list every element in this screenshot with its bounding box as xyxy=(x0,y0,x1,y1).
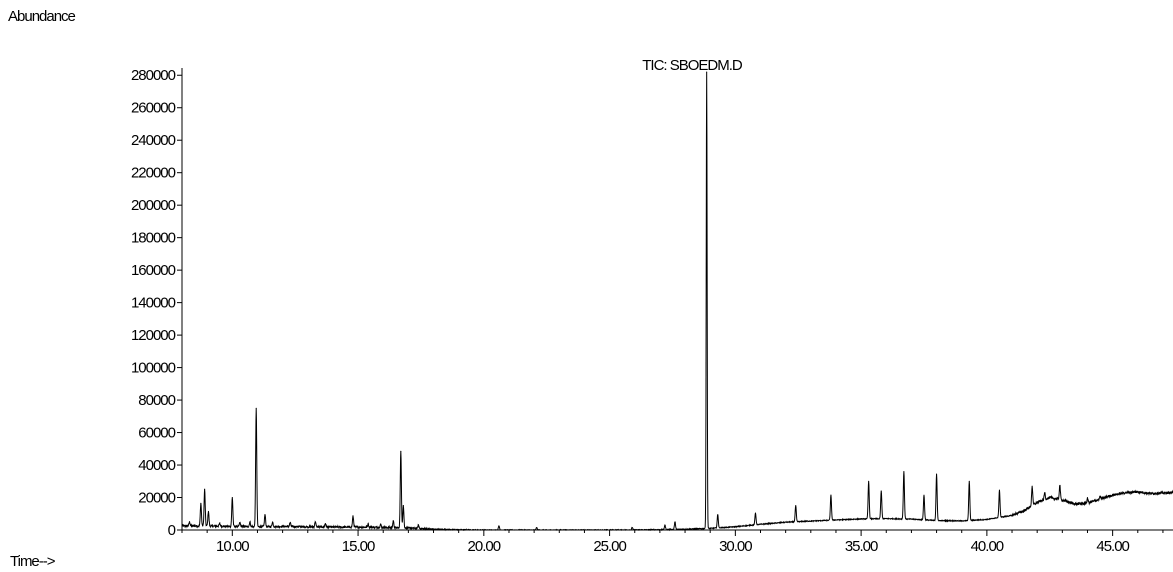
plot-area xyxy=(181,71,1173,532)
peak-point xyxy=(903,471,905,473)
y-axis-label: Abundance xyxy=(8,8,76,25)
peak-point xyxy=(830,494,832,496)
x-axis-label: Time--> xyxy=(10,553,56,570)
y-tick-label: 0 xyxy=(168,522,176,539)
peak-point xyxy=(417,524,419,526)
peak-point xyxy=(536,527,538,529)
peak-point xyxy=(380,523,382,525)
peak-point xyxy=(314,521,316,523)
y-tick-label: 180000 xyxy=(131,230,176,247)
peak-point xyxy=(402,505,404,507)
peak-point xyxy=(1099,496,1101,498)
y-tick-label: 240000 xyxy=(131,132,176,149)
peak-point xyxy=(264,514,266,516)
y-tick-label: 20000 xyxy=(138,490,175,507)
chart-title: TIC: SBOEDM.D xyxy=(642,57,743,74)
y-tick-label: 280000 xyxy=(131,67,176,84)
peak-point xyxy=(239,522,241,524)
peak-point xyxy=(717,514,719,516)
peak-point xyxy=(249,521,251,523)
y-tick-label: 80000 xyxy=(138,392,175,409)
x-tick-label: 10.00 xyxy=(216,538,249,555)
peak-point xyxy=(795,505,797,507)
peak-point xyxy=(880,490,882,492)
peak-point xyxy=(207,510,209,512)
x-tick-label: 20.00 xyxy=(468,538,501,555)
y-tick-label: 40000 xyxy=(138,457,175,474)
peak-point xyxy=(754,512,756,514)
peak-point xyxy=(289,522,291,524)
x-tick-label: 15.00 xyxy=(342,538,375,555)
x-tick-label: 40.00 xyxy=(971,538,1004,555)
peak-point xyxy=(498,525,500,527)
peak-point xyxy=(923,494,925,496)
peak-point xyxy=(631,527,633,529)
peak-point xyxy=(998,489,1000,491)
peak-point xyxy=(204,488,206,490)
peak-point xyxy=(324,523,326,525)
x-tick-label: 45.00 xyxy=(1096,538,1129,555)
peak-point xyxy=(1031,485,1033,487)
y-tick-label: 220000 xyxy=(131,165,176,182)
peak-point xyxy=(1059,484,1061,486)
y-tick-label: 160000 xyxy=(131,262,176,279)
peak-point xyxy=(674,521,676,523)
peak-point xyxy=(231,497,233,499)
x-axis: 10.00 15.00 20.00 25.00 30.00 35.00 40.00 45.00 xyxy=(181,529,1173,555)
peak-point xyxy=(936,473,938,475)
peak-point xyxy=(367,523,369,525)
y-axis: 0 20000 40000 60000 80000 100000 120000 140000 1… xyxy=(131,67,183,539)
peak-point xyxy=(1086,497,1088,499)
x-tick-label: 30.00 xyxy=(719,538,752,555)
y-tick-label: 200000 xyxy=(131,197,176,214)
peak-point xyxy=(1044,492,1046,494)
peak-point xyxy=(706,71,708,73)
y-tick-label: 140000 xyxy=(131,295,176,312)
y-tick-label: 120000 xyxy=(131,327,176,344)
peak-point xyxy=(868,480,870,482)
peak-point xyxy=(219,523,221,525)
peak-point xyxy=(200,502,202,504)
y-tick-label: 60000 xyxy=(138,425,175,442)
peak-point xyxy=(968,480,970,482)
y-tick-label: 100000 xyxy=(131,360,176,377)
peak-point xyxy=(392,520,394,522)
peak-point xyxy=(400,450,402,452)
peak-point xyxy=(189,521,191,523)
x-tick-label: 35.00 xyxy=(845,538,878,555)
y-tick-label: 260000 xyxy=(131,100,176,117)
peak-point xyxy=(664,524,666,526)
peak-point xyxy=(352,515,354,517)
tic-trace-line xyxy=(181,71,1173,532)
x-tick-label: 25.00 xyxy=(593,538,626,555)
peak-point xyxy=(272,521,274,523)
peak-point xyxy=(255,407,257,409)
